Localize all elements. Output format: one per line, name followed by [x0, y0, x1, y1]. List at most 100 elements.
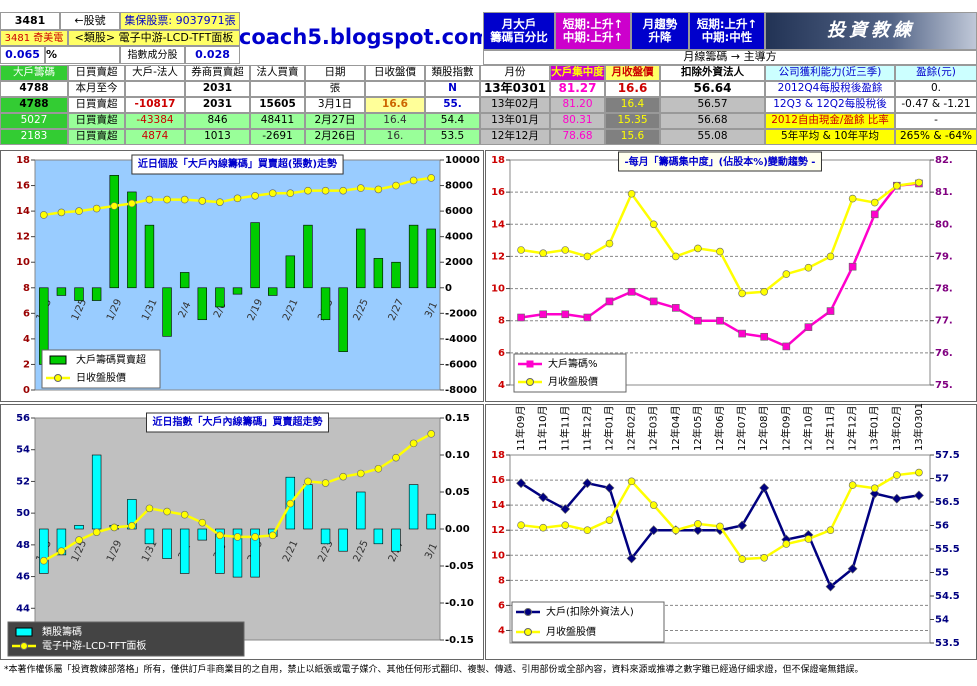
point: [826, 307, 835, 315]
table-cell: 56.68: [660, 113, 765, 129]
point: [539, 310, 547, 319]
tick-label: 54: [16, 445, 30, 456]
charts: 024681012141618-8000-6000-4000-200002000…: [0, 150, 977, 660]
tick-label: -2000: [445, 308, 477, 319]
table-header-cell: 日期: [305, 65, 365, 81]
point: [339, 472, 347, 481]
table-cell: 12Q3 & 12Q2每股稅後: [765, 97, 895, 113]
table-cell: -43384: [125, 113, 185, 129]
point: [92, 204, 101, 213]
title-box: [618, 151, 822, 172]
x-tick-label: 11年12月: [580, 406, 593, 451]
point: [339, 186, 347, 195]
tick-label: 6: [23, 308, 30, 319]
stock-no: 3481: [0, 12, 60, 30]
bar: [250, 222, 260, 289]
tick-label: 78.: [935, 284, 953, 295]
tick-label: 57.5: [935, 450, 960, 461]
point: [804, 323, 813, 331]
tick-label: 12: [16, 232, 30, 243]
x-tick-label: 12年07月: [735, 406, 748, 451]
point: [582, 478, 593, 489]
tick-label: 0.05: [445, 487, 470, 498]
point: [539, 249, 547, 258]
tick-label: 8: [498, 575, 505, 586]
point: [57, 208, 66, 217]
bar: [232, 287, 243, 295]
point: [692, 525, 703, 536]
point: [75, 536, 83, 544]
table-cell: 日買賣超: [68, 113, 125, 129]
point: [40, 211, 48, 219]
tick-label: 6000: [445, 206, 473, 217]
point: [760, 287, 769, 296]
point: [848, 481, 857, 489]
tick-label: 0: [445, 283, 452, 294]
point: [268, 189, 277, 198]
table-cell: 2012Q4每股稅後盈餘: [765, 81, 895, 97]
tick-label: 54: [935, 615, 949, 626]
bar: [127, 191, 137, 289]
table-cell: 16.4: [365, 113, 425, 129]
legend-swatch: [49, 355, 67, 365]
point: [539, 523, 547, 532]
table-cell: 12年12月: [480, 129, 550, 145]
point: [604, 482, 615, 493]
monthly-trend: 短期:上升↑ 中期:上升↑: [555, 12, 631, 50]
legend-swatch: [15, 627, 33, 637]
stock-no-hint: ←股號: [60, 12, 120, 30]
trend-line: 中期:中性: [701, 30, 753, 44]
tick-label: 10: [491, 284, 505, 295]
tick-label: 14: [491, 500, 505, 511]
point: [738, 289, 746, 298]
point: [409, 439, 418, 448]
shares: 集保股票: 9037971張: [120, 12, 240, 30]
point: [826, 526, 835, 535]
point: [649, 220, 658, 229]
tick-label: 0: [23, 385, 30, 396]
table-cell: 48411: [250, 113, 305, 129]
table-cell: 846: [185, 113, 250, 129]
point: [374, 185, 383, 194]
point: [304, 477, 312, 486]
tick-label: 80.: [935, 219, 953, 230]
tick-label: 14: [491, 219, 505, 230]
point: [163, 195, 171, 204]
tick-label: 16: [491, 475, 505, 486]
tick-label: 12: [491, 525, 505, 536]
point: [198, 197, 207, 205]
point: [427, 174, 435, 182]
table-cell: 本月至今: [68, 81, 125, 97]
legend-label: 大戶籌碼%: [548, 357, 598, 370]
point: [128, 199, 136, 208]
point: [374, 464, 383, 473]
point: [649, 297, 658, 306]
table-header-cell: 大戶籌碼: [0, 65, 68, 81]
point: [145, 195, 154, 204]
point: [583, 252, 592, 261]
point: [92, 528, 101, 536]
point: [128, 522, 136, 530]
point: [517, 246, 525, 254]
legend-label: 大戶(扣除外資法人): [546, 605, 634, 618]
table-cell: 1013: [185, 129, 250, 145]
table-cell: 55.08: [660, 129, 765, 145]
x-tick-label: 12年01月: [602, 406, 615, 451]
table-cell: 16.6: [605, 81, 660, 97]
table-cell: 56.64: [660, 81, 765, 97]
tick-label: 4000: [445, 232, 473, 243]
point: [75, 207, 83, 215]
chart-title: 近日個股「大戶內線籌碼」買賣超(張數)走勢: [138, 157, 337, 170]
tick-label: 50: [16, 508, 30, 519]
bar: [39, 528, 49, 574]
tick-label: 6: [498, 348, 505, 359]
point: [671, 252, 680, 261]
tick-label: 8: [498, 316, 505, 327]
table-header-cell: 月份: [480, 65, 550, 81]
tick-label: 56: [16, 413, 30, 424]
table-cell: 13年01月: [480, 113, 550, 129]
table-header-cell: 公司獲利能力(近三季): [765, 65, 895, 81]
sector: <類股> 電子中游-LCD-TFT面板: [68, 30, 240, 46]
bar: [91, 454, 102, 530]
